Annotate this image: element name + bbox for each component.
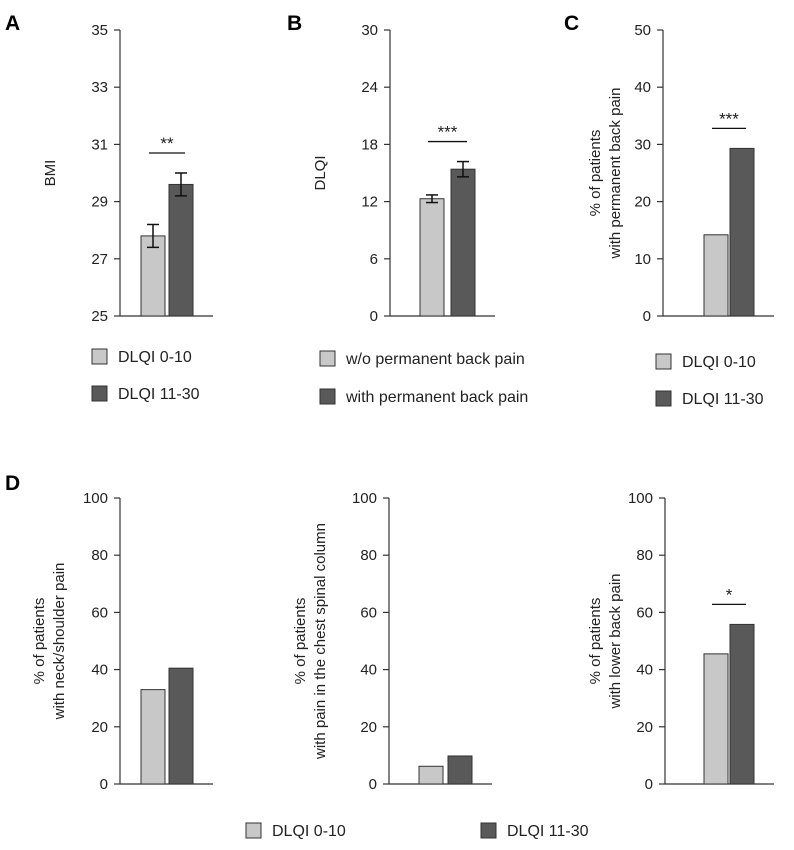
legend-item-d-dark: DLQI 11-30 (480, 822, 589, 840)
legend-item-a-dark: DLQI 11-30 (91, 385, 200, 403)
y-tick-label: 35 (91, 22, 108, 39)
y-tick-label: 18 (361, 136, 378, 153)
legend-item-c-light: DLQI 0-10 (655, 353, 756, 371)
y-tick-label: 0 (100, 776, 108, 793)
legend-item-a-light: DLQI 0-10 (91, 348, 192, 366)
bar-light (703, 653, 729, 785)
chart-d2: 0 20 40 60 80 100 % of patients with pain in th… (292, 490, 492, 793)
chart-c: 0 10 20 30 40 50 % of patients with permanent b… (587, 22, 774, 325)
y-tick-label: 0 (645, 776, 653, 793)
panel-letter-a: A (5, 12, 20, 35)
panel-letter-c: C (564, 12, 579, 35)
legend-swatch (655, 390, 672, 407)
legend-label: DLQI 11-30 (118, 386, 200, 403)
significance-marker: * (726, 585, 733, 604)
y-tick-label: 20 (91, 719, 108, 736)
y-tick-label: 31 (91, 136, 108, 153)
bar-light (140, 235, 166, 317)
significance-marker: *** (438, 123, 458, 142)
y-tick-label: 80 (636, 547, 653, 564)
bar-dark (168, 183, 194, 317)
y-tick-label: 50 (634, 22, 651, 39)
y-axis-label-line: with pain in the chest spinal column (312, 523, 329, 760)
legend-label: DLQI 11-30 (507, 823, 589, 840)
y-axis-label: BMI (42, 160, 59, 187)
chart-b: 0 6 12 18 24 30 DLQI *** (312, 22, 495, 325)
y-tick-label: 60 (636, 604, 653, 621)
bar-dark (729, 623, 755, 785)
bar-light (140, 689, 166, 785)
y-tick-label: 30 (361, 22, 378, 39)
legend-swatch (319, 350, 336, 367)
y-tick-label: 40 (634, 79, 651, 96)
bar-light (419, 198, 445, 317)
y-tick-label: 10 (634, 251, 651, 268)
significance-marker: ** (160, 134, 174, 153)
legend-label: DLQI 0-10 (682, 354, 756, 371)
chart-a: 25 27 29 31 33 35 BMI ** (42, 22, 213, 325)
legend-swatch (655, 353, 672, 370)
legend-swatch (91, 385, 108, 402)
panel-letter-b: B (287, 12, 302, 35)
y-tick-label: 20 (360, 719, 377, 736)
legend-item-d-light: DLQI 0-10 (245, 822, 346, 840)
y-axis-label-line: with lower back pain (607, 573, 624, 709)
bar-light (418, 765, 444, 785)
y-tick-label: 0 (370, 308, 378, 325)
y-axis-label-line: % of patients (587, 598, 604, 685)
bar-dark (447, 755, 473, 785)
y-tick-label: 60 (360, 604, 377, 621)
chart-d3: 0 20 40 60 80 100 % of patients with lower back… (587, 490, 774, 793)
legend-swatch (319, 388, 336, 405)
y-tick-label: 30 (634, 136, 651, 153)
bar-light (703, 234, 729, 317)
chart-d1: 0 20 40 60 80 100 % of patients with neck/shoul… (31, 490, 213, 793)
y-tick-label: 80 (91, 547, 108, 564)
legend-swatch (480, 822, 497, 839)
legend-item-b-light: w/o permanent back pain (319, 350, 525, 368)
y-tick-label: 12 (361, 194, 378, 211)
y-tick-label: 0 (369, 776, 377, 793)
y-tick-label: 0 (643, 308, 651, 325)
legend-item-b-dark: with permanent back pain (319, 388, 528, 406)
legend-item-c-dark: DLQI 11-30 (655, 390, 764, 408)
legend-label: DLQI 0-10 (118, 349, 192, 366)
y-tick-label: 27 (91, 251, 108, 268)
y-axis-label-line: % of patients (31, 598, 48, 685)
y-tick-label: 20 (634, 194, 651, 211)
y-tick-label: 40 (91, 662, 108, 679)
bar-dark (168, 667, 194, 785)
panel-letter-d: D (5, 472, 20, 495)
y-tick-label: 40 (636, 662, 653, 679)
y-tick-label: 29 (91, 194, 108, 211)
legend-label: with permanent back pain (345, 389, 528, 406)
y-tick-label: 25 (91, 308, 108, 325)
y-axis-label: DLQI (312, 155, 329, 190)
legend-label: DLQI 0-10 (272, 823, 346, 840)
y-tick-label: 33 (91, 79, 108, 96)
y-axis-label-line: with neck/shoulder pain (51, 563, 68, 721)
legend-swatch (245, 822, 262, 839)
bar-dark (450, 168, 476, 317)
y-axis-label-line: % of patients (292, 598, 309, 685)
bar-dark (729, 147, 755, 317)
y-tick-label: 80 (360, 547, 377, 564)
y-tick-label: 24 (361, 79, 378, 96)
legend-label: DLQI 11-30 (682, 391, 764, 408)
y-axis-label-line: % of patients (587, 130, 604, 217)
y-axis-label-line: with permanent back pain (607, 88, 624, 260)
significance-marker: *** (719, 109, 739, 128)
legend-swatch (91, 348, 108, 365)
y-tick-label: 20 (636, 719, 653, 736)
legend-label: w/o permanent back pain (345, 351, 525, 368)
y-tick-label: 60 (91, 604, 108, 621)
y-tick-label: 40 (360, 662, 377, 679)
y-tick-label: 6 (370, 251, 378, 268)
y-tick-label: 100 (628, 490, 653, 507)
y-tick-label: 100 (352, 490, 377, 507)
y-tick-label: 100 (83, 490, 108, 507)
